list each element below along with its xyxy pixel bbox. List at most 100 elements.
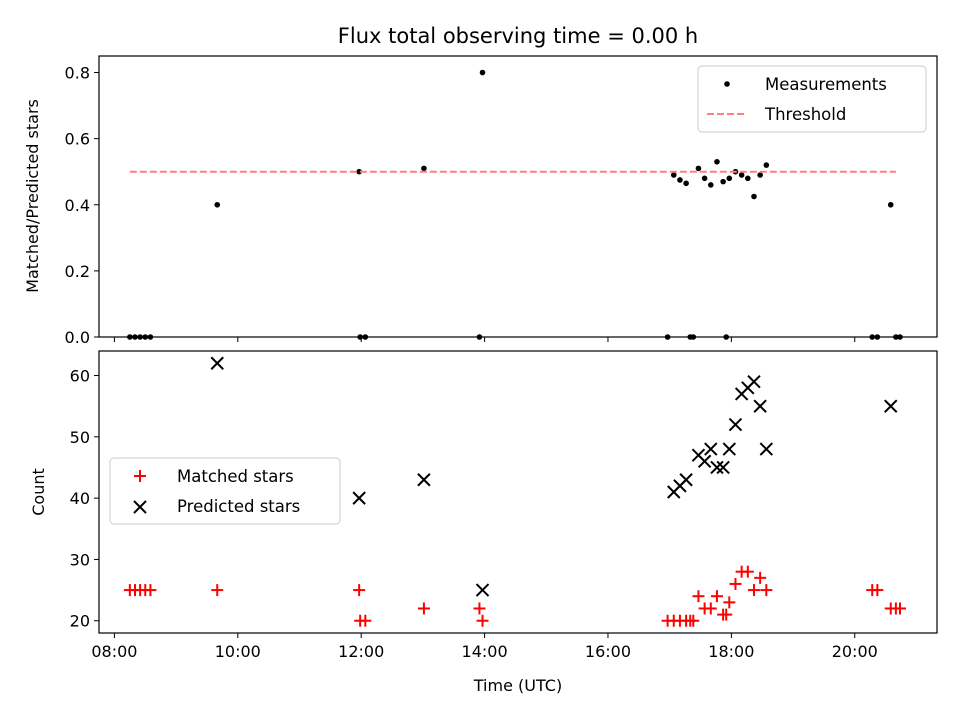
matched-star-point	[710, 590, 723, 603]
measurement-point	[726, 175, 733, 182]
measurement-point	[869, 334, 876, 340]
measurement-point	[127, 334, 133, 340]
measurement-point	[479, 69, 486, 76]
bottom-plot-area: 20 30 40 50 60 08:00 10:00 12:00 14:00 16:00 18:00…	[70, 350, 938, 661]
top-plot-area: 0.0 0.2 0.4 0.6 0.8	[65, 55, 938, 347]
measurement-point	[147, 334, 154, 340]
y-tick-label: 0.0	[65, 328, 90, 347]
legend-label-predicted: Predicted stars	[177, 497, 300, 516]
top-y-axis-label: Matched/Predicted stars	[23, 99, 42, 293]
matched-star-point	[211, 584, 224, 597]
matched-star-point	[687, 614, 700, 627]
measurement-point	[874, 334, 881, 340]
measurement-point	[142, 334, 149, 340]
measurement-point	[720, 178, 726, 185]
measurement-point	[214, 201, 221, 208]
y-tick-label: 30	[70, 550, 90, 569]
matched-star-point	[353, 584, 366, 597]
y-tick-label: 0.8	[65, 64, 90, 83]
predicted-star-point	[747, 374, 761, 389]
matched-star-point	[747, 584, 760, 597]
y-tick-label: 0.4	[65, 196, 90, 215]
predicted-star-point	[710, 460, 724, 475]
measurement-point	[357, 334, 363, 340]
matched-star-point	[741, 565, 754, 578]
measurement-point	[476, 334, 483, 340]
measurement-point	[887, 201, 894, 208]
matched-star-point	[144, 584, 157, 597]
measurement-point	[723, 334, 730, 340]
y-tick-label: 0.2	[65, 262, 90, 281]
matched-star-point	[359, 614, 372, 627]
predicted-star-point	[759, 442, 774, 456]
matched-star-point	[473, 602, 486, 615]
measurement-point	[695, 165, 702, 172]
legend-marker-matched	[134, 470, 146, 482]
legend-marker-measurements	[724, 81, 730, 87]
legend-label-threshold: Threshold	[764, 105, 846, 124]
predicted-star-point	[722, 442, 737, 456]
plot-frame	[98, 55, 938, 338]
x-tick-label: 08:00	[91, 642, 137, 661]
matched-star-point	[893, 602, 906, 615]
x-tick-label: 18:00	[708, 642, 754, 661]
predicted-star-point	[716, 460, 730, 475]
y-tick-label: 50	[70, 428, 90, 447]
matched-star-point	[720, 608, 733, 621]
measurement-point	[137, 334, 143, 340]
bottom-legend: Matched stars Predicted stars	[109, 457, 341, 525]
measurement-point	[677, 177, 683, 183]
legend-marker-predicted	[133, 500, 147, 514]
y-tick-label: 60	[70, 367, 90, 386]
measurement-point	[664, 334, 671, 340]
x-tick-label: 12:00	[338, 642, 384, 661]
predicted-star-point	[417, 473, 431, 487]
measurement-point	[707, 182, 714, 188]
y-tick-label: 0.6	[65, 130, 90, 149]
matched-star-point	[729, 577, 742, 590]
predicted-star-point	[352, 491, 366, 505]
matched-star-point	[760, 584, 773, 597]
matched-star-point	[754, 571, 767, 584]
matched-star-point	[476, 614, 489, 627]
matched-star-point	[871, 584, 884, 597]
matched-star-point	[723, 596, 736, 609]
x-tick-label: 14:00	[462, 642, 508, 661]
plot-frame	[98, 350, 938, 634]
predicted-star-point	[697, 454, 712, 469]
measurement-point	[745, 175, 751, 182]
predicted-star-point	[679, 473, 693, 487]
measurement-point	[714, 158, 720, 165]
measurement-point	[763, 162, 770, 168]
chart-title: Flux total observing time = 0.00 h	[338, 24, 698, 48]
measurement-point	[132, 334, 138, 340]
measurement-point	[757, 172, 763, 178]
predicted-star-point	[728, 417, 743, 432]
matched-star-point	[417, 602, 430, 615]
y-tick-label: 20	[70, 612, 90, 631]
predicted-star-point	[475, 583, 490, 597]
legend-label-measurements: Measurements	[765, 75, 887, 94]
measurement-point	[738, 172, 745, 178]
measurement-point	[421, 165, 427, 172]
matched-star-point	[704, 602, 717, 615]
matched-star-point	[692, 590, 705, 603]
measurement-point	[670, 172, 677, 178]
bottom-legend-frame	[109, 457, 341, 525]
top-legend-frame	[697, 65, 927, 133]
x-tick-label: 10:00	[215, 642, 261, 661]
measurement-point	[362, 334, 369, 340]
measurement-point	[751, 193, 757, 200]
measurement-point	[356, 168, 362, 175]
predicted-star-point	[210, 356, 224, 370]
predicted-star-point	[753, 399, 767, 413]
measurement-point	[897, 334, 903, 340]
measurement-point	[701, 175, 708, 182]
predicted-star-point	[884, 399, 898, 413]
y-tick-label: 40	[70, 489, 90, 508]
measurement-point	[893, 334, 899, 340]
measurement-point	[683, 180, 689, 187]
x-axis-label: Time (UTC)	[473, 676, 562, 695]
x-tick-label: 20:00	[832, 642, 878, 661]
